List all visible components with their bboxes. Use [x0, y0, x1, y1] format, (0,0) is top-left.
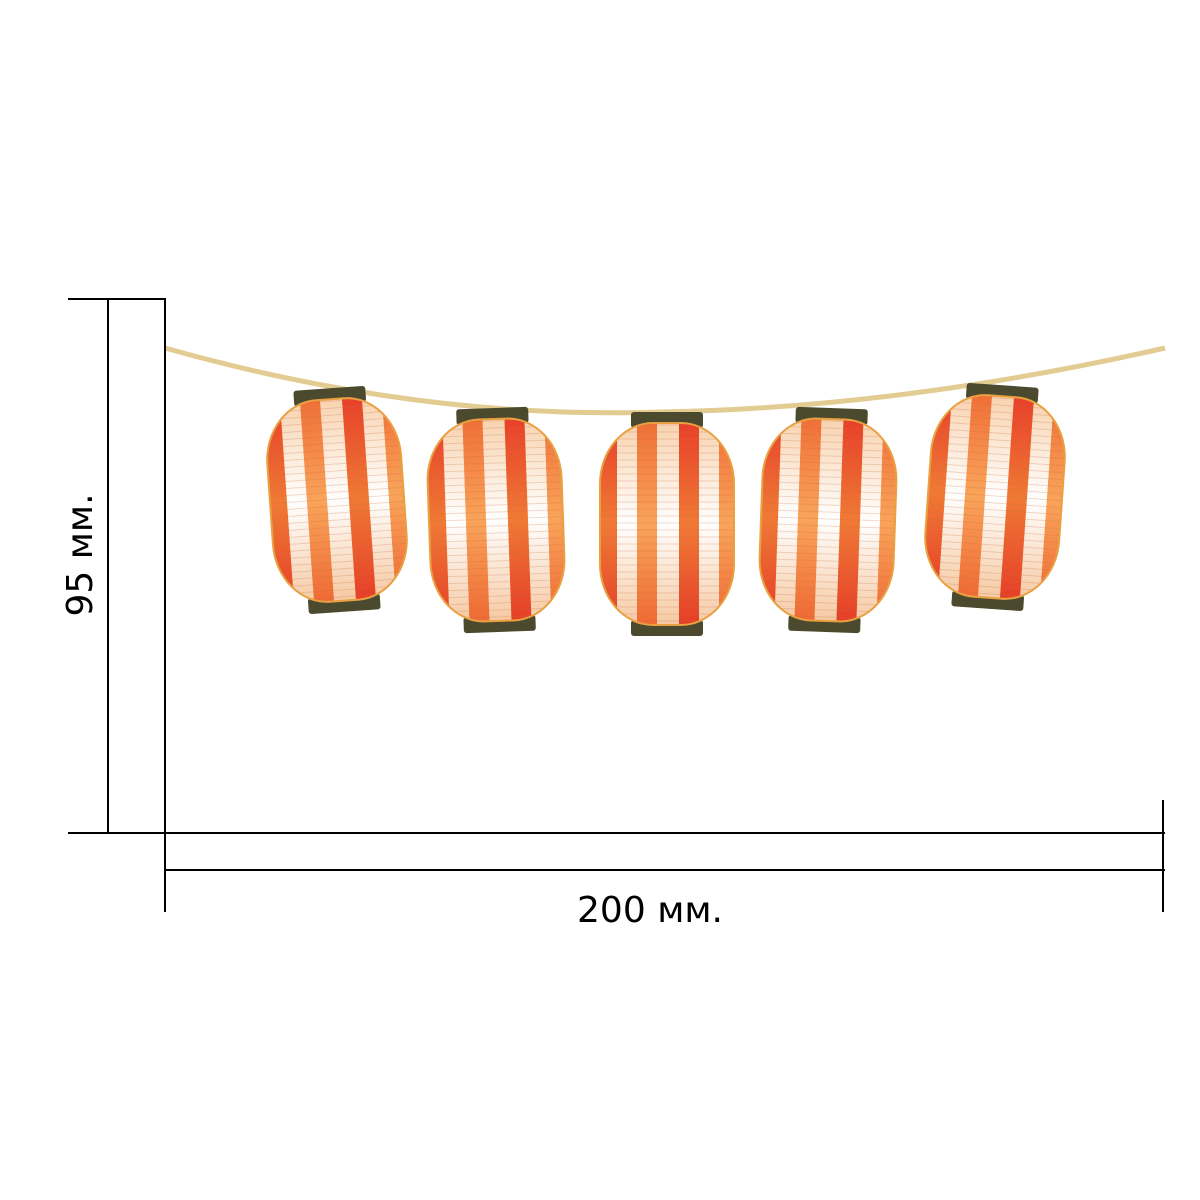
height-dimension: 95 мм.	[60, 298, 166, 833]
height-label: 95 мм.	[60, 493, 101, 616]
lantern	[424, 406, 568, 635]
lantern	[756, 406, 900, 635]
lantern	[261, 384, 412, 617]
width-dimension: 200 мм.	[68, 800, 1165, 931]
width-label: 200 мм.	[577, 890, 723, 931]
lantern	[919, 381, 1070, 614]
lantern	[599, 412, 735, 636]
